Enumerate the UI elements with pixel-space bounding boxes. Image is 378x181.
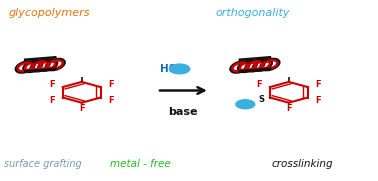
Text: base: base (169, 107, 198, 117)
Text: metal - free: metal - free (110, 159, 170, 169)
Text: F: F (50, 96, 55, 105)
Text: F: F (50, 80, 55, 89)
Text: S: S (259, 95, 264, 104)
Text: F: F (79, 104, 84, 113)
Text: F: F (315, 96, 321, 105)
Circle shape (169, 64, 190, 74)
Text: surface grafting: surface grafting (5, 159, 82, 169)
Circle shape (236, 100, 255, 109)
Text: orthogonality: orthogonality (215, 8, 290, 18)
Text: F: F (315, 80, 321, 89)
Text: F: F (108, 96, 114, 105)
Text: F: F (286, 104, 291, 113)
Text: F: F (108, 80, 114, 89)
Text: F: F (257, 80, 262, 89)
Text: HS: HS (160, 64, 177, 74)
Text: glycopolymers: glycopolymers (8, 8, 90, 18)
Text: crosslinking: crosslinking (272, 159, 333, 169)
